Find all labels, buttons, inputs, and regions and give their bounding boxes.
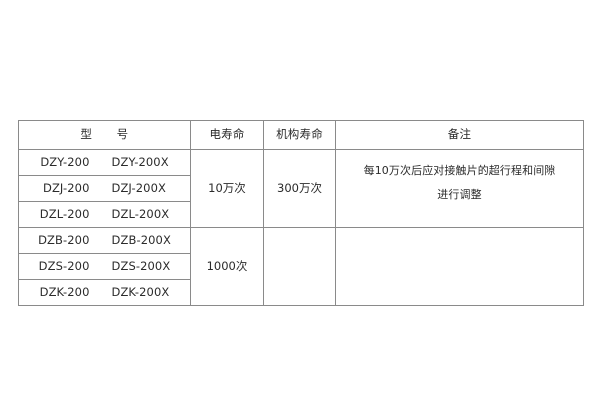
column-header-mechanical-life: 机构寿命 <box>263 120 336 150</box>
model-cell: DZL-200 DZL-200X <box>18 201 191 228</box>
model-name-variant: DZJ-200X <box>111 180 166 195</box>
model-name-primary: DZL-200 <box>39 206 90 221</box>
model-cell: DZS-200 DZS-200X <box>18 253 191 280</box>
table-row: DZY-200 DZY-200X 10万次 300万次 每10万次后应对接触片的… <box>18 149 584 228</box>
model-cell: DZB-200 DZB-200X <box>18 227 191 254</box>
remarks-line-2: 进行调整 <box>437 187 482 201</box>
mechanical-life-value-group-2 <box>263 227 336 306</box>
model-cell: DZY-200 DZY-200X <box>18 149 191 176</box>
table-row: DZK-200 DZK-200X <box>18 279 584 306</box>
model-cell: DZK-200 DZK-200X <box>18 279 191 306</box>
table-row: DZL-200 DZL-200X <box>18 201 584 228</box>
table-row: DZB-200 DZB-200X 1000次 <box>18 227 584 306</box>
column-header-model: 型 号 <box>18 120 191 150</box>
model-cell: DZJ-200 DZJ-200X <box>18 175 191 202</box>
model-name-variant: DZB-200X <box>111 232 171 247</box>
model-name-primary: DZK-200 <box>39 284 90 299</box>
table-row: DZJ-200 DZJ-200X <box>18 175 584 202</box>
model-name-variant: DZY-200X <box>111 154 169 169</box>
column-header-electrical-life: 电寿命 <box>190 120 264 150</box>
model-name-primary: DZB-200 <box>38 232 90 247</box>
model-name-variant: DZL-200X <box>111 206 170 221</box>
remarks-value-group-2 <box>335 227 584 306</box>
table-row: DZS-200 DZS-200X <box>18 253 584 280</box>
table-header-row: 型 号 电寿命 机构寿命 备注 <box>18 120 584 150</box>
model-name-variant: DZS-200X <box>111 258 171 273</box>
model-name-variant: DZK-200X <box>111 284 170 299</box>
relay-specification-table: 型 号 电寿命 机构寿命 备注 DZY-200 DZY-200X 10万次 <box>18 120 584 306</box>
electrical-life-value-group-2: 1000次 <box>190 227 264 306</box>
mechanical-life-value-group-1: 300万次 <box>263 149 336 228</box>
model-name-primary: DZJ-200 <box>42 180 90 195</box>
model-name-primary: DZS-200 <box>38 258 90 273</box>
model-name-primary: DZY-200 <box>40 154 90 169</box>
electrical-life-value-group-1: 10万次 <box>190 149 264 228</box>
column-header-model-part1: 型 <box>80 127 93 142</box>
remarks-line-1: 每10万次后应对接触片的超行程和间隙 <box>363 163 556 177</box>
remarks-value-group-1: 每10万次后应对接触片的超行程和间隙 进行调整 <box>335 149 584 228</box>
column-header-model-part2: 号 <box>116 127 129 142</box>
column-header-remarks: 备注 <box>335 120 584 150</box>
